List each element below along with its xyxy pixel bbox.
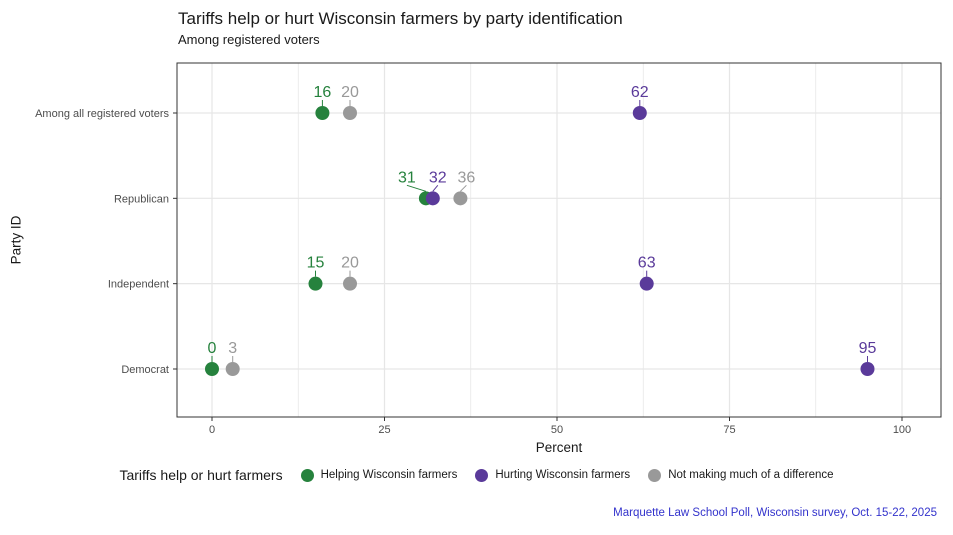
legend-label: Not making much of a difference: [668, 469, 834, 481]
data-point: [425, 191, 440, 206]
x-tick-label: 100: [893, 424, 911, 436]
data-point: [205, 361, 219, 376]
source-caption: Marquette Law School Poll, Wisconsin sur…: [613, 507, 937, 519]
chart-title: Tariffs help or hurt Wisconsin farmers b…: [178, 9, 623, 28]
value-label: 0: [208, 340, 217, 357]
value-label: 16: [314, 84, 332, 101]
label-leader: [406, 184, 427, 192]
legend-dot-neither-icon: [648, 468, 662, 482]
legend-item: Hurting Wisconsin farmers: [475, 468, 631, 482]
x-axis-title: Percent: [535, 440, 583, 455]
data-point: [343, 106, 357, 120]
y-tick-label: Democrat: [121, 364, 169, 376]
data-point: [632, 106, 647, 120]
value-label: 20: [341, 255, 359, 272]
legend: Tariffs help or hurt farmers Helping Wis…: [0, 467, 953, 483]
y-tick-label: Independent: [108, 279, 169, 291]
value-label: 62: [631, 84, 649, 101]
value-label: 15: [307, 255, 325, 272]
value-label: 63: [638, 255, 656, 272]
legend-item: Helping Wisconsin farmers: [300, 468, 458, 482]
x-tick-label: 0: [209, 424, 215, 436]
value-label: 36: [458, 169, 476, 186]
data-point: [308, 276, 323, 291]
legend-label: Helping Wisconsin farmers: [320, 469, 458, 481]
x-tick-label: 25: [378, 424, 390, 436]
y-tick-label: Republican: [114, 193, 169, 205]
legend-title: Tariffs help or hurt farmers: [119, 467, 283, 483]
legend-label: Hurting Wisconsin farmers: [495, 469, 631, 481]
value-label: 3: [228, 340, 237, 357]
data-point: [315, 106, 330, 120]
legend-dot-helping-icon: [300, 468, 314, 482]
y-tick-label: Among all registered voters: [35, 108, 169, 120]
label-leader: [460, 184, 467, 192]
value-label: 95: [859, 340, 877, 357]
data-point: [225, 361, 240, 376]
data-point: [639, 276, 654, 291]
y-axis-title: Party ID: [8, 215, 24, 265]
panel-border: [176, 62, 942, 418]
value-label: 32: [429, 169, 447, 186]
data-point: [860, 361, 875, 376]
legend-dot-hurting-icon: [475, 468, 489, 482]
data-point: [343, 276, 357, 291]
value-label: 20: [341, 84, 359, 101]
data-point: [453, 191, 468, 206]
value-label: 31: [398, 169, 416, 186]
legend-item: Not making much of a difference: [648, 468, 834, 482]
x-tick-label: 75: [723, 424, 735, 436]
x-tick-label: 50: [551, 424, 563, 436]
chart-subtitle: Among registered voters: [178, 32, 320, 47]
label-leader: [432, 185, 439, 192]
